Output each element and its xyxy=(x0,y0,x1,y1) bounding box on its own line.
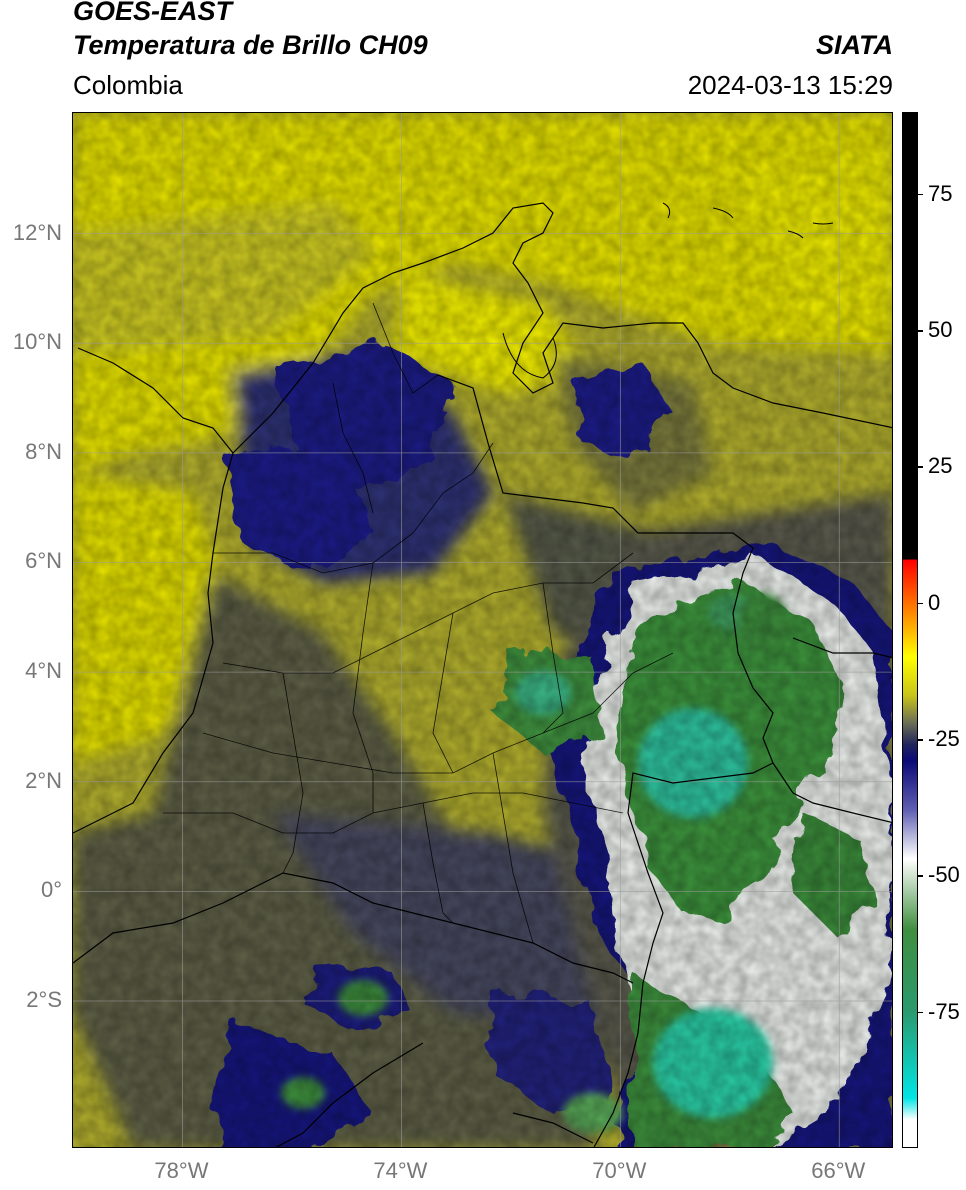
colorbar-tick-mark xyxy=(917,193,923,196)
brightness-temperature-field xyxy=(73,113,892,1147)
colorbar-tick-label: -50 xyxy=(928,862,960,888)
colorbar-tick-mark xyxy=(917,330,923,332)
lon-tick-label: 70°W xyxy=(592,1158,647,1183)
lat-tick-label: 4°N xyxy=(25,658,62,684)
product-title: Temperatura de Brillo CH09 xyxy=(73,30,428,60)
colorbar-tick-mark xyxy=(917,466,923,468)
map-panel[interactable] xyxy=(72,112,893,1148)
lat-tick-label: 0° xyxy=(40,877,62,903)
colorbar-tick-mark xyxy=(917,1011,923,1014)
lon-tick-label: 66°W xyxy=(811,1158,866,1183)
colorbar-tick-label: -25 xyxy=(928,726,960,752)
organization-label: SIATA xyxy=(816,30,893,60)
lat-tick-label: 6°N xyxy=(25,548,62,574)
colorbar-tick-mark xyxy=(917,739,923,741)
graticule xyxy=(73,113,892,1147)
colorbar-tick-label: -75 xyxy=(928,998,960,1024)
satellite-title: GOES-EAST xyxy=(73,0,233,26)
lat-tick-label: 12°N xyxy=(12,219,62,245)
lat-tick-label: 2°N xyxy=(25,767,62,793)
coastline-details xyxy=(502,202,834,379)
lat-tick-label: 2°S xyxy=(26,987,62,1012)
department-borders xyxy=(163,302,674,944)
colorbar-tick-label: 0 xyxy=(928,589,941,615)
region-label: Colombia xyxy=(73,70,183,100)
lat-tick-label: 10°N xyxy=(12,329,62,355)
colorbar-tick-label: 75 xyxy=(928,180,953,206)
lat-tick-label: 8°N xyxy=(25,438,62,464)
datetime-label: 2024-03-13 15:29 xyxy=(687,70,893,100)
colorbar-tick-label: 25 xyxy=(928,453,953,479)
country-borders xyxy=(73,202,892,1147)
colorbar xyxy=(902,112,918,1148)
colorbar-tick-mark xyxy=(917,875,923,877)
lon-tick-label: 74°W xyxy=(373,1158,428,1183)
colorbar-tick-mark xyxy=(917,602,923,605)
lon-tick-label: 78°W xyxy=(154,1158,209,1183)
map-canvas xyxy=(73,113,892,1147)
colorbar-tick-label: 50 xyxy=(928,317,953,343)
